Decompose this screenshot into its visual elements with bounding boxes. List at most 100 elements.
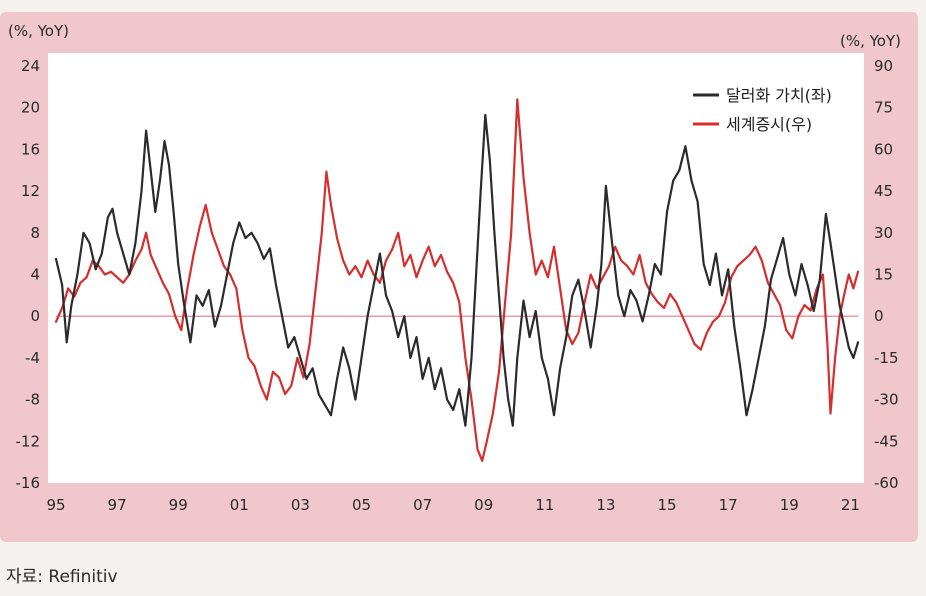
point-dollar-value — [154, 211, 157, 213]
point-dollar-value — [838, 304, 841, 307]
point-world-stocks — [186, 287, 189, 290]
point-dollar-value — [177, 263, 180, 265]
left-tick-label: 24 — [21, 57, 40, 75]
point-world-stocks — [320, 231, 323, 234]
point-world-stocks — [325, 170, 328, 173]
point-world-stocks — [372, 273, 375, 276]
point-world-stocks — [669, 293, 671, 295]
point-dollar-value — [464, 424, 467, 427]
point-dollar-value — [534, 310, 537, 312]
point-dollar-value — [145, 129, 148, 132]
x-tick-label: 01 — [230, 496, 249, 514]
point-dollar-value — [647, 294, 650, 297]
right-tick-label: 90 — [874, 57, 893, 75]
point-world-stocks — [259, 384, 262, 387]
point-dollar-value — [250, 231, 253, 234]
point-dollar-value — [342, 346, 345, 349]
point-world-stocks — [516, 98, 519, 101]
point-dollar-value — [100, 252, 103, 255]
point-dollar-value — [635, 299, 638, 302]
point-dollar-value — [111, 207, 114, 210]
point-world-stocks — [458, 301, 461, 304]
point-dollar-value — [116, 231, 118, 234]
point-world-stocks — [452, 281, 455, 284]
point-world-stocks — [278, 376, 280, 379]
point-dollar-value — [617, 294, 620, 297]
x-tick-label: 13 — [596, 496, 615, 514]
point-dollar-value — [488, 158, 491, 161]
point-dollar-value — [55, 258, 57, 260]
point-dollar-value — [128, 273, 131, 276]
point-world-stocks — [559, 287, 561, 290]
point-dollar-value — [366, 315, 369, 318]
point-world-stocks — [366, 259, 369, 262]
point-dollar-value — [409, 357, 412, 359]
point-dollar-value — [88, 242, 91, 245]
x-tick-label: 09 — [474, 496, 493, 514]
point-world-stocks — [626, 265, 629, 268]
left-tick-label: -4 — [25, 349, 40, 367]
point-world-stocks — [149, 254, 152, 256]
point-world-stocks — [826, 343, 829, 345]
point-world-stocks — [198, 226, 201, 229]
point-dollar-value — [65, 341, 68, 344]
x-tick-label: 15 — [658, 496, 677, 514]
point-dollar-value — [493, 231, 496, 234]
point-world-stocks — [284, 393, 286, 395]
point-dollar-value — [168, 164, 170, 166]
source-note: 자료: Refinitiv — [6, 567, 118, 587]
point-world-stocks — [116, 276, 118, 279]
point-dollar-value — [553, 414, 555, 417]
point-dollar-value — [641, 320, 644, 323]
point-dollar-value — [739, 367, 742, 370]
point-dollar-value — [226, 273, 229, 276]
left-tick-label: 0 — [30, 307, 40, 325]
left-tick-label: 20 — [21, 99, 40, 117]
right-tick-label: 15 — [874, 266, 893, 284]
point-dollar-value — [660, 273, 662, 276]
point-world-stocks — [397, 231, 400, 234]
point-world-stocks — [235, 287, 238, 290]
chart-svg: 24 20 16 12 8 4 0 -4 -8 -12 -16 90 75 60 45 30 15 0 -15 -3… — [8, 22, 901, 514]
point-dollar-value — [794, 294, 797, 297]
point-world-stocks — [681, 315, 684, 318]
point-dollar-value — [825, 213, 827, 215]
point-dollar-value — [547, 377, 549, 380]
point-dollar-value — [528, 336, 531, 338]
point-world-stocks — [583, 301, 586, 304]
point-dollar-value — [770, 278, 772, 281]
x-axis: 95 97 99 01 03 05 07 09 11 13 15 17 19 21 — [46, 496, 859, 514]
point-dollar-value — [360, 357, 363, 359]
point-dollar-value — [516, 357, 519, 359]
point-world-stocks — [528, 231, 531, 234]
point-world-stocks — [145, 231, 148, 234]
point-dollar-value — [829, 242, 832, 245]
point-dollar-value — [595, 304, 598, 307]
point-world-stocks — [427, 245, 430, 248]
point-world-stocks — [134, 259, 137, 262]
point-dollar-value — [852, 357, 855, 359]
point-world-stocks — [589, 273, 592, 276]
point-world-stocks — [247, 357, 250, 359]
right-tick-label: 30 — [874, 224, 893, 242]
point-dollar-value — [293, 336, 296, 338]
point-world-stocks — [614, 245, 616, 248]
legend: 달러화 가치(좌) 세계증시(우) — [693, 86, 832, 134]
point-dollar-value — [61, 284, 63, 286]
point-world-stocks — [446, 270, 448, 273]
point-world-stocks — [97, 265, 100, 268]
point-dollar-value — [605, 185, 607, 187]
point-world-stocks — [217, 248, 219, 251]
point-dollar-value — [583, 310, 586, 312]
point-world-stocks — [847, 273, 850, 276]
point-world-stocks — [470, 398, 473, 401]
point-dollar-value — [76, 273, 79, 276]
point-world-stocks — [192, 254, 195, 256]
right-tick-label: 60 — [874, 140, 893, 158]
point-dollar-value — [702, 263, 705, 265]
point-world-stocks — [391, 248, 393, 251]
point-dollar-value — [269, 247, 271, 250]
point-dollar-value — [571, 294, 574, 297]
point-dollar-value — [70, 304, 73, 307]
